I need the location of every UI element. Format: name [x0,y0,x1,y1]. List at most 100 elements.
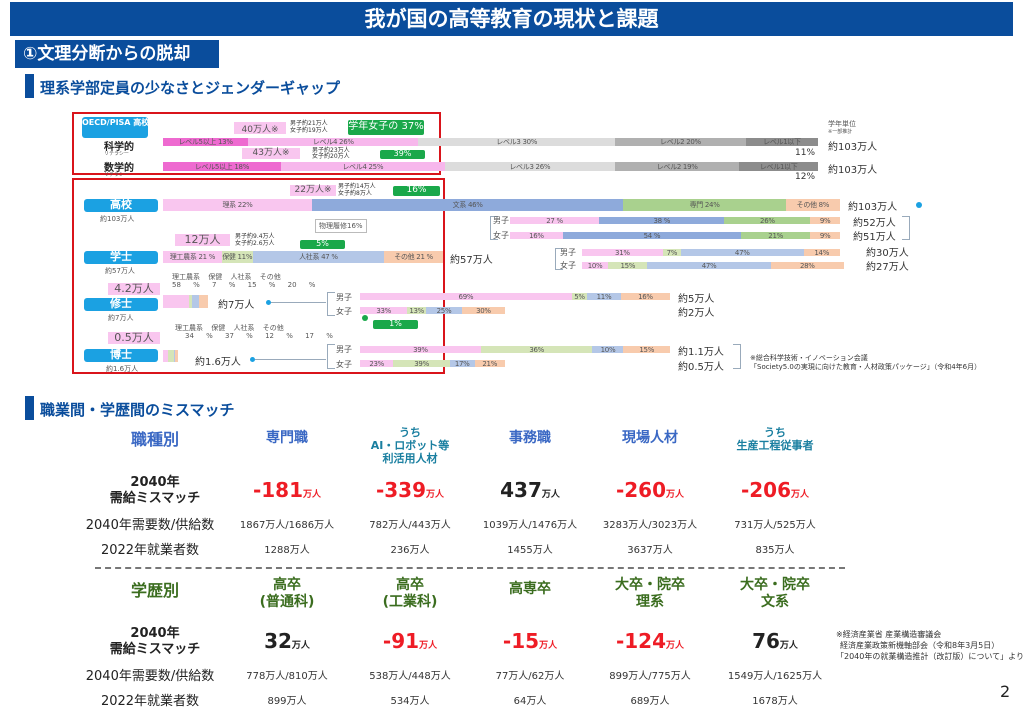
bachelor-female-total: 約27万人 [866,262,909,273]
segment-label: 文系 46% [452,201,483,209]
demand-supply-value: 782万人/443万人 [369,520,451,531]
highschool-male-bar: 27 % 38 % 26% 9% [510,217,840,224]
bachelor-male-bar: 31% 7% 47% 14% [582,249,840,256]
bar-segment: 33% [360,307,408,314]
master-male-bar: 69% 5% 11% 16% [360,293,670,300]
master-field-pcts: 58 % 7 % 15 % 20 % [172,281,316,289]
bar-segment: その他 21 % [384,251,443,263]
segment-label: レベル5以上 18% [194,162,250,171]
mismatch-value: -15万人 [502,629,558,653]
segment-label: 14% [814,249,830,256]
bar-segment: 21% [740,232,811,239]
segment-label: レベル2 19% [656,162,698,171]
bar-segment [168,350,174,362]
master-fields: 理工農系 保健 人社系 その他 [172,273,281,281]
row-label-mismatch: 2040年 需給ミスマッチ [109,626,201,658]
bachelor-female-share: 5% [300,240,345,249]
bar-segment [175,350,178,362]
math-female-share: 39% [380,150,425,159]
highschool-callout: 22万人※ [290,185,336,196]
mismatch-value: 437万人 [500,478,560,502]
employed-value: 64万人 [513,696,547,707]
bracket [327,344,335,369]
bar-segment: レベル2 20% [614,138,746,146]
source-note-1: ※総合科学技術・イノベーション会議 「Society5.0の実現に向けた教育・人材… [750,354,982,372]
bar-segment: 26% [724,217,811,224]
bar-segment: 13% [407,307,427,314]
bar-segment: 10% [582,262,609,269]
mismatch-value: -339万人 [375,478,445,502]
doctor-total: 約1.6万人 [195,357,241,368]
segment-label: 26% [760,217,775,224]
segment-label: レベル2 20% [660,138,701,146]
stem-highlight-box [72,178,445,374]
hs-female-label: 女子 [493,231,509,240]
segment-label: レベル3 30% [496,138,538,146]
demand-supply-value: 1039万人/1476万人 [482,520,578,531]
employed-value: 689万人 [630,696,670,707]
bar-segment: レベル3 30% [418,138,615,146]
segment-label: 28% [799,262,815,269]
section-label: ①文理分断からの脱却 [15,40,219,68]
segment-label: 16% [529,232,544,239]
highschool-female-bar: 16% 54 % 21% 9% [510,232,840,239]
segment-label: 9% [819,232,831,239]
segment-label: その他 21 % [394,253,433,261]
science-literacy-label: 科学的 [104,142,134,153]
segment-label: その他 8% [796,201,830,209]
connector-dot [916,202,922,208]
bracket [490,216,498,240]
highschool-label: 高校 [84,198,158,212]
bar-segment: 47% [681,249,804,256]
column-header: 専門職 [266,430,308,446]
segment-label: 21% [768,232,783,239]
page-number: 2 [1000,682,1011,701]
doctor-sub: 約1.6万人 [106,365,139,373]
bracket [327,292,335,316]
bar-segment: 人社系 47 % [252,251,385,263]
doctor-label: 博士 [84,348,158,362]
connector-dot [362,315,368,321]
segment-label: 16% [638,293,653,300]
bachelor-male-label: 男子 [560,248,576,257]
employed-value: 236万人 [390,545,430,556]
employed-value: 1455万人 [507,545,553,556]
column-header: 現場人材 [622,430,678,446]
bar-segment: 39% [360,346,481,353]
segment-label: 36% [529,346,545,353]
segment-label: レベル4 26% [312,138,354,146]
math-gender: 男子約23万人 女子約20万人 [312,147,350,160]
bachelor-total: 約57万人 [450,255,493,266]
math-literacy-sub: リテラシー [104,172,129,178]
bracket [733,344,741,369]
doctor-male-bar: 39% 36% 10% 15% [360,346,670,353]
segment-label: 33% [376,307,392,314]
row-label-mismatch: 2040年 需給ミスマッチ [109,475,201,507]
bar-segment: 28% [770,262,844,269]
column-header: うち 生産工程従事者 [736,426,814,453]
pisa-label: OECD/PISA 高校１年生 [82,117,173,138]
pisa-science-bar: レベル5以上 13% レベル4 26% レベル3 30% レベル2 20% レベル1以下 [163,138,818,146]
doctor-callout: 0.5万人 [108,332,160,344]
segment-label: 保健 11% [222,253,253,261]
connector-dot [266,300,271,305]
subheading-marker [25,396,34,420]
bar-segment: 16% [620,293,670,300]
bar-segment: その他 8% [785,199,840,211]
segment-label: 38 % [653,217,671,224]
demand-supply-value: 731万人/525万人 [734,520,816,531]
row-label-employed: 2022年就業者数 [100,694,200,709]
bar-segment: 36% [480,346,593,353]
bracket [555,248,563,270]
segment-label: レベル1以下 [759,162,798,171]
row-label-demand: 2040年需要数/供給数 [85,669,215,684]
bachelor-gender: 男子約9.4万人 女子約2.6万人 [235,233,275,247]
bar-segment: レベル4 25% [280,162,445,171]
bachelor-callout: 12万人 [175,234,230,246]
bar-segment: 15% [623,346,670,353]
row-label-employed: 2022年就業者数 [100,543,200,558]
bar-segment: レベル4 26% [248,138,419,146]
mismatch-value: -181万人 [252,478,322,502]
science-literacy-sub: リテラシー [104,151,129,157]
segment-label: 47% [701,262,717,269]
